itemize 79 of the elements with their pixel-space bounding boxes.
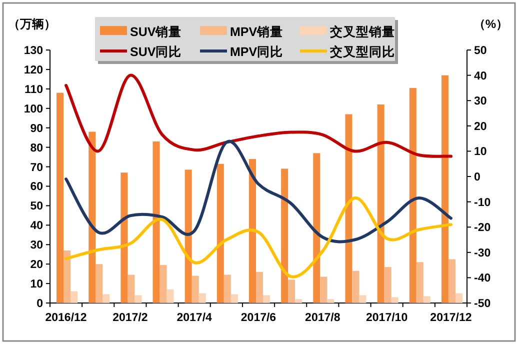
- bar: [184, 170, 192, 303]
- y-tick-label: 0: [36, 298, 43, 310]
- bar: [409, 88, 416, 303]
- y-tick-label: 60: [30, 181, 43, 194]
- y2-axis-title: （%）: [473, 17, 508, 31]
- y-axis-title: （万辆）: [8, 17, 56, 31]
- y-tick-label: 70: [30, 162, 43, 174]
- bar: [198, 293, 206, 303]
- y-tick-label: 40: [30, 220, 43, 232]
- y-tick-label: 100: [24, 103, 43, 116]
- bar: [448, 259, 456, 303]
- y2-tick-label: 0: [474, 172, 480, 184]
- y2-tick-label: 20: [474, 120, 487, 133]
- y-tick-label: 80: [30, 142, 43, 154]
- bar: [192, 276, 199, 303]
- bar: [377, 104, 384, 303]
- y-tick-label: 20: [30, 259, 43, 272]
- legend-label: 交叉型同比: [329, 44, 395, 59]
- y2-tick-label: 50: [474, 45, 487, 57]
- y2-tick-label: -10: [474, 196, 491, 209]
- x-tick-label: 2017/6: [240, 312, 276, 324]
- x-tick-label: 2017/10: [366, 312, 408, 324]
- bar: [416, 262, 424, 303]
- bar: [384, 266, 392, 303]
- bar: [327, 299, 334, 303]
- y2-tick-label: 40: [474, 70, 487, 82]
- y-tick-label: 130: [24, 45, 43, 57]
- y-tick-label: 30: [30, 240, 43, 252]
- y-tick-label: 90: [30, 122, 43, 135]
- x-tick-label: 2016/12: [45, 312, 87, 324]
- bar: [88, 132, 96, 303]
- y2-tick-label: -30: [474, 247, 491, 260]
- bar: [281, 168, 288, 303]
- bar: [423, 296, 430, 303]
- bar: [230, 294, 238, 303]
- bar: [152, 141, 160, 303]
- bar: [441, 75, 448, 303]
- x-tick-label: 2017/8: [305, 312, 341, 324]
- bar: [256, 272, 263, 303]
- bar: [455, 293, 462, 303]
- legend-label: 交叉型销量: [329, 24, 395, 39]
- bar: [295, 299, 302, 303]
- y-tick-label: 10: [30, 278, 43, 291]
- bar: [288, 280, 296, 303]
- bar: [359, 295, 366, 303]
- y2-tick-label: -50: [474, 298, 491, 310]
- bar: [96, 264, 103, 303]
- y2-tick-label: 10: [474, 146, 487, 158]
- y-tick-label: 110: [24, 84, 43, 96]
- bar: [345, 114, 352, 303]
- bar: [166, 289, 174, 303]
- y-tick-label: 120: [24, 64, 43, 76]
- x-tick-label: 2017/2: [112, 312, 148, 324]
- legend-label: MPV销量: [230, 25, 284, 39]
- x-tick-label: 2017/12: [430, 312, 472, 324]
- bar: [352, 270, 360, 303]
- bar: [313, 153, 320, 303]
- bar: [56, 92, 64, 303]
- y-tick-label: 50: [30, 200, 43, 213]
- bar: [64, 250, 71, 303]
- y2-tick-label: -20: [474, 222, 491, 234]
- y2-tick-label: -40: [474, 272, 491, 285]
- y2-tick-label: 30: [474, 96, 487, 108]
- x-tick-label: 2017/4: [176, 312, 213, 324]
- bar: [320, 276, 328, 303]
- bar: [263, 295, 270, 303]
- bar: [160, 265, 167, 303]
- bar: [70, 291, 78, 303]
- bar: [120, 172, 128, 303]
- bar: [249, 158, 256, 303]
- bar: [224, 274, 231, 303]
- bar: [102, 294, 110, 303]
- bar: [134, 295, 142, 303]
- bar: [391, 297, 398, 303]
- legend-label: SUV销量: [130, 25, 182, 39]
- bar: [128, 274, 135, 303]
- legend-label: MPV同比: [230, 45, 284, 59]
- bar: [216, 164, 224, 303]
- legend-label: SUV同比: [130, 45, 182, 59]
